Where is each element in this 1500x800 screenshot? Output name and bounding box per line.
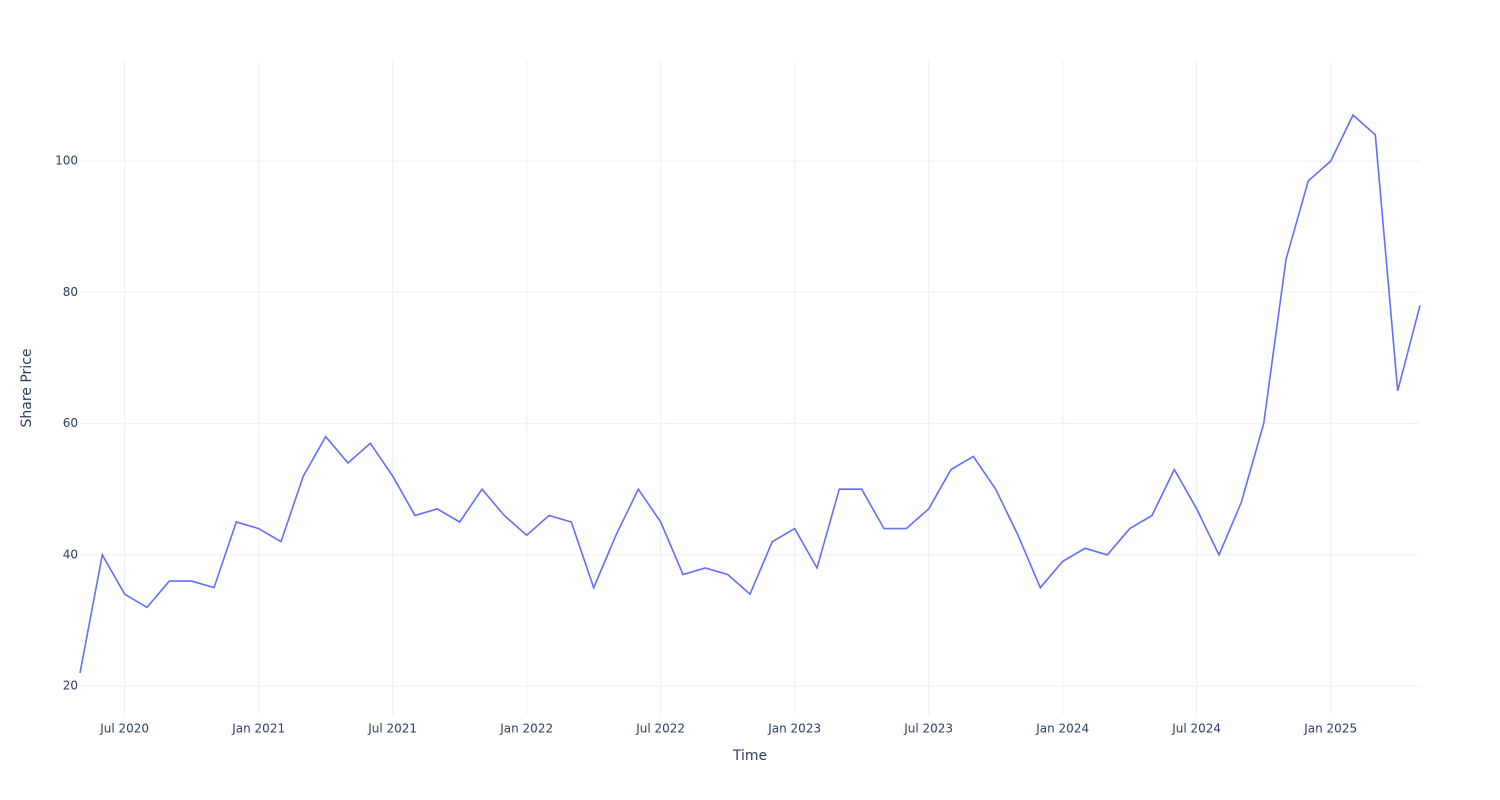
y-tick-label: 40	[63, 547, 78, 561]
x-tick-label: Jan 2022	[499, 722, 553, 736]
y-tick-label: 20	[63, 679, 78, 693]
x-tick-label: Jul 2020	[99, 722, 149, 736]
x-tick-label: Jan 2021	[231, 722, 285, 736]
x-tick-label: Jul 2023	[903, 722, 953, 736]
line	[79, 113, 1421, 674]
x-tick-label: Jul 2021	[367, 722, 417, 736]
y-axis-title: Share Price	[19, 348, 35, 427]
x-tick-label: Jul 2024	[1171, 722, 1221, 736]
x-tick-label: Jan 2024	[1035, 722, 1089, 736]
y-tick-label: 60	[63, 416, 78, 430]
x-tick-label: Jan 2025	[1303, 722, 1357, 736]
x-tick-label: Jul 2022	[635, 722, 685, 736]
x-axis-title: Time	[732, 748, 767, 764]
y-tick-label: 100	[55, 154, 78, 168]
x-tick-label: Jan 2023	[767, 722, 821, 736]
y-tick-label: 80	[63, 285, 78, 299]
